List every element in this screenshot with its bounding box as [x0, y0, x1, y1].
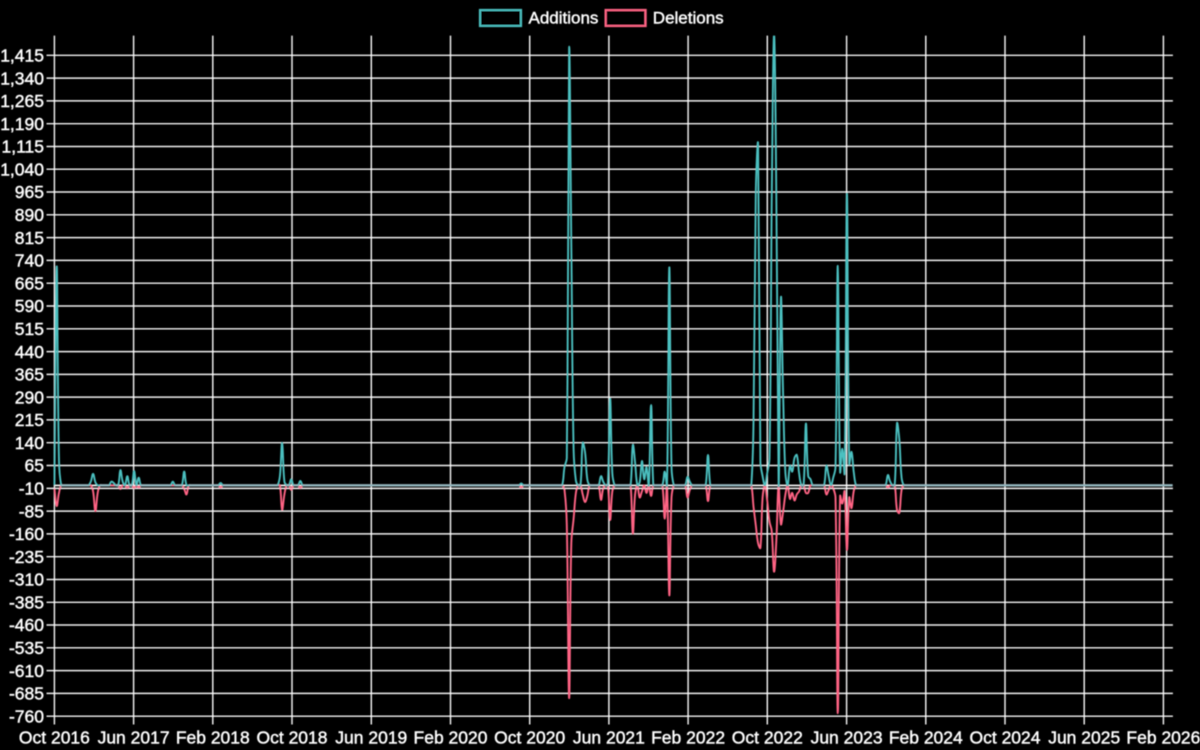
svg-text:Feb 2018: Feb 2018 — [176, 727, 250, 747]
svg-text:1,415: 1,415 — [0, 46, 44, 66]
svg-text:140: 140 — [15, 433, 44, 453]
svg-text:1,115: 1,115 — [2, 137, 45, 157]
svg-text:Feb 2020: Feb 2020 — [414, 727, 488, 747]
svg-text:-160: -160 — [9, 524, 44, 544]
svg-text:Jun 2021: Jun 2021 — [573, 727, 645, 747]
svg-text:515: 515 — [15, 319, 44, 339]
svg-text:215: 215 — [15, 410, 44, 430]
svg-text:Oct 2022: Oct 2022 — [732, 727, 803, 747]
svg-text:Jun 2025: Jun 2025 — [1048, 727, 1120, 747]
svg-text:890: 890 — [15, 205, 44, 225]
svg-text:440: 440 — [15, 342, 44, 362]
svg-text:Oct 2016: Oct 2016 — [19, 727, 90, 747]
svg-text:-310: -310 — [9, 570, 44, 590]
svg-text:-685: -685 — [9, 684, 44, 704]
svg-text:815: 815 — [15, 228, 44, 248]
svg-text:1,040: 1,040 — [0, 159, 44, 179]
svg-text:365: 365 — [15, 365, 44, 385]
svg-text:-760: -760 — [9, 706, 44, 726]
svg-text:Oct 2018: Oct 2018 — [256, 727, 327, 747]
svg-text:Oct 2020: Oct 2020 — [494, 727, 565, 747]
svg-text:Deletions: Deletions — [653, 8, 724, 27]
svg-text:740: 740 — [15, 251, 44, 271]
svg-text:65: 65 — [25, 456, 44, 476]
svg-text:-460: -460 — [9, 615, 44, 635]
svg-text:-10: -10 — [19, 479, 45, 499]
svg-text:290: 290 — [15, 387, 44, 407]
svg-text:-535: -535 — [9, 638, 44, 658]
svg-text:Additions: Additions — [529, 8, 599, 27]
svg-text:Oct 2024: Oct 2024 — [969, 727, 1040, 747]
svg-text:-235: -235 — [9, 547, 44, 567]
svg-text:665: 665 — [15, 273, 44, 293]
svg-text:Jun 2019: Jun 2019 — [335, 727, 407, 747]
svg-text:1,190: 1,190 — [0, 114, 44, 134]
svg-text:Feb 2026: Feb 2026 — [1126, 727, 1200, 747]
svg-text:Jun 2017: Jun 2017 — [98, 727, 170, 747]
svg-text:1,265: 1,265 — [0, 91, 44, 111]
svg-text:Feb 2024: Feb 2024 — [889, 727, 963, 747]
svg-text:Jun 2023: Jun 2023 — [811, 727, 883, 747]
svg-text:-610: -610 — [9, 661, 44, 681]
svg-text:1,340: 1,340 — [0, 68, 44, 88]
svg-text:-85: -85 — [19, 501, 44, 521]
svg-text:Feb 2022: Feb 2022 — [651, 727, 725, 747]
svg-text:-385: -385 — [9, 593, 44, 613]
svg-text:965: 965 — [15, 182, 44, 202]
svg-text:590: 590 — [15, 296, 44, 316]
